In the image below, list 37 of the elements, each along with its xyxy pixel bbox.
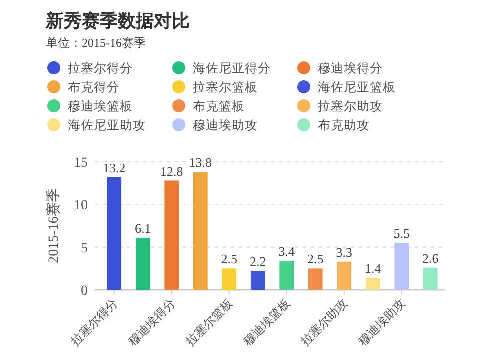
data-label: 12.8 [160, 164, 184, 179]
x-tick-label: 穆迪埃助攻 [356, 296, 408, 349]
data-label: 13.8 [189, 155, 212, 170]
data-label: 2.2 [250, 254, 266, 270]
x-tick-label: 穆迪埃篮板 [240, 296, 293, 349]
y-tick-label: 0 [81, 284, 88, 299]
legend-label: 拉塞尔助攻 [318, 98, 383, 114]
x-tick-label: 穆迪埃得分 [126, 296, 178, 349]
data-label: 2.6 [422, 250, 440, 266]
data-label: 2.5 [221, 252, 238, 267]
legend-label: 海佐尼亚得分 [193, 60, 271, 76]
data-label: 2.5 [308, 252, 324, 267]
x-tick-label: 拉塞尔得分 [68, 296, 120, 349]
data-label: 3.3 [336, 244, 352, 260]
legend-label: 拉塞尔得分 [68, 60, 133, 76]
data-label: 5.5 [394, 226, 410, 242]
legend-label: 拉塞尔篮板 [193, 80, 258, 94]
data-label: 1.4 [365, 261, 382, 276]
legend-label: 穆迪埃助攻 [193, 118, 258, 132]
chart-subtitle: 单位：2015-16赛季 [46, 36, 146, 50]
legend-label: 海佐尼亚助攻 [68, 118, 146, 132]
data-label: 13.2 [103, 160, 126, 176]
data-label: 6.1 [135, 220, 152, 236]
y-axis-title: 2015-16赛季 [46, 188, 62, 264]
legend-label: 布克得分 [68, 80, 120, 94]
legend-label: 海佐尼亚篮板 [318, 80, 396, 94]
x-tick-label: 拉塞尔篮板 [183, 296, 236, 349]
data-label: 3.4 [278, 244, 296, 259]
y-tick-label: 10 [74, 198, 88, 214]
y-tick-label: 5 [81, 241, 88, 256]
legend-label: 布克助攻 [318, 118, 370, 132]
y-tick-label: 15 [74, 156, 88, 171]
legend-label: 布克篮板 [193, 98, 245, 114]
x-tick-label: 拉塞尔助攻 [298, 296, 350, 349]
legend-label: 穆迪埃得分 [318, 60, 383, 76]
legend-label: 穆迪埃篮板 [68, 98, 133, 114]
chart-title: 新秀赛季数据对比 [45, 11, 190, 32]
